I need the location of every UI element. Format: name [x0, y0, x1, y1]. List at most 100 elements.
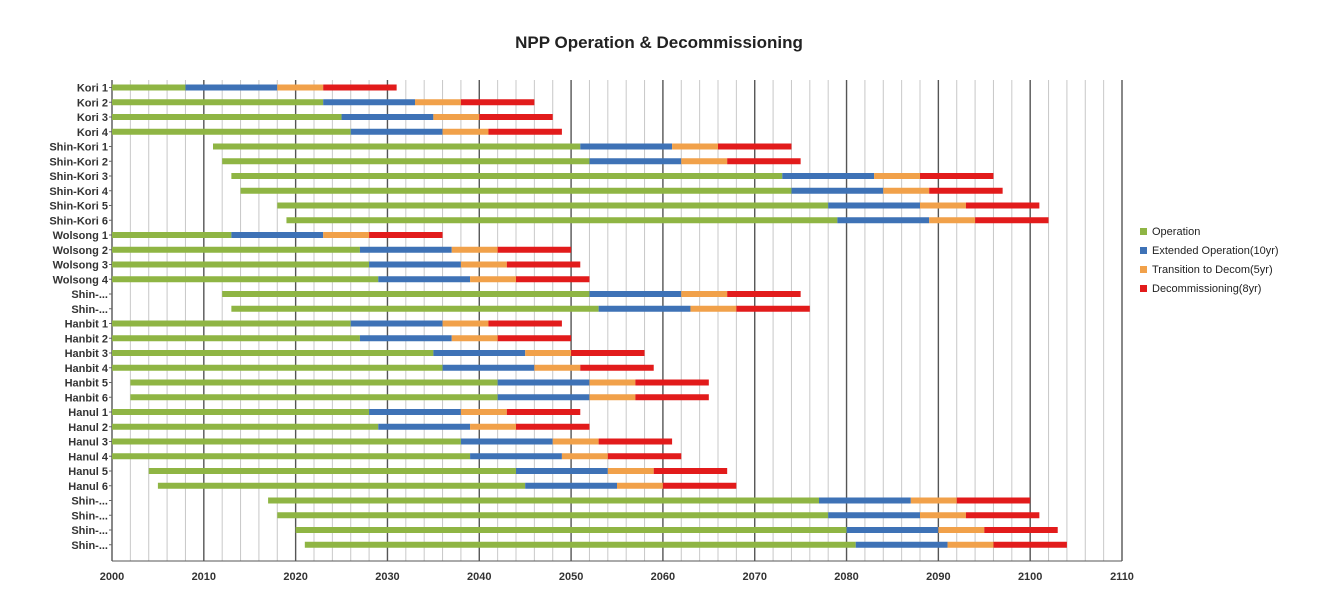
bar-operation — [112, 99, 324, 106]
y-category-label: Shin-Kori 6 — [49, 215, 108, 227]
bar-transition — [525, 350, 572, 356]
bar-operation — [231, 305, 599, 312]
x-tick-label: 2020 — [283, 571, 307, 583]
y-category-label: Shin-... — [71, 496, 108, 508]
bar-transition — [460, 261, 507, 268]
legend-swatch-extended — [1140, 247, 1147, 254]
bar-extended-operation — [497, 379, 590, 386]
bar-transition — [415, 99, 461, 106]
bar-extended-operation — [846, 527, 939, 533]
bar-decommissioning — [497, 335, 572, 342]
legend-label-operation: Operation — [1152, 225, 1201, 238]
bar-decommissioning — [727, 158, 801, 165]
bar-operation — [112, 84, 186, 91]
bar-decommissioning — [516, 423, 590, 430]
bar-decommissioning — [488, 128, 562, 135]
bar-extended-operation — [378, 423, 471, 430]
bar-transition — [534, 364, 581, 371]
legend-label-extended: Extended Operation(10yr) — [1152, 244, 1279, 257]
bar-transition — [681, 158, 728, 165]
bar-decommissioning — [965, 202, 1040, 209]
bar-extended-operation — [828, 512, 920, 519]
bar-extended-operation — [323, 99, 415, 106]
bar-decommissioning — [718, 143, 792, 150]
bar-transition — [672, 143, 718, 150]
bar-decommissioning — [727, 291, 801, 297]
bar-extended-operation — [442, 364, 535, 371]
bar-transition — [929, 217, 976, 224]
bar-transition — [460, 409, 507, 415]
bar-operation — [112, 128, 351, 135]
bar-extended-operation — [460, 438, 553, 445]
y-category-label: Shin-Kori 5 — [49, 201, 108, 213]
y-category-label: Shin-Kori 3 — [49, 171, 108, 183]
bar-extended-operation — [791, 187, 884, 194]
y-category-label: Shin-... — [71, 540, 108, 552]
bar-transition — [561, 453, 608, 460]
bar-decommissioning — [635, 379, 709, 386]
y-category-label: Kori 3 — [77, 112, 108, 124]
y-category-label: Hanbit 1 — [65, 319, 108, 331]
bar-operation — [112, 246, 360, 253]
bar-extended-operation — [497, 394, 590, 401]
bar-transition — [910, 497, 957, 504]
bar-transition — [442, 128, 489, 135]
bar-extended-operation — [516, 468, 608, 474]
bar-decommissioning — [920, 173, 994, 179]
y-category-label: Shin-Kori 4 — [49, 186, 109, 198]
bar-extended-operation — [369, 409, 461, 415]
bar-decommissioning — [662, 482, 737, 489]
bar-transition — [947, 541, 994, 548]
y-category-label: Kori 2 — [77, 97, 108, 109]
bar-operation — [240, 187, 792, 194]
bar-operation — [112, 364, 443, 371]
bar-decommissioning — [984, 527, 1058, 533]
bar-operation — [231, 173, 783, 179]
legend-swatch-transition — [1140, 266, 1147, 273]
y-category-label: Hanul 3 — [68, 437, 108, 449]
bar-transition — [470, 276, 516, 283]
bar-operation — [112, 320, 351, 327]
legend-item-operation: Operation — [1140, 222, 1279, 241]
bar-operation — [112, 350, 434, 356]
x-tick-label: 2070 — [742, 571, 766, 583]
y-category-label: Hanbit 3 — [65, 348, 108, 360]
bar-extended-operation — [598, 305, 691, 312]
y-category-label: Hanbit 2 — [65, 333, 108, 345]
bar-transition — [552, 438, 599, 445]
bar-operation — [222, 158, 590, 165]
bar-operation — [112, 114, 342, 120]
x-tick-label: 2110 — [1110, 571, 1134, 583]
bar-extended-operation — [369, 261, 461, 268]
x-tick-label: 2040 — [467, 571, 491, 583]
bar-decommissioning — [580, 364, 654, 371]
bar-transition — [442, 320, 489, 327]
legend-item-extended: Extended Operation(10yr) — [1140, 241, 1279, 260]
chart-legend: Operation Extended Operation(10yr) Trans… — [1140, 222, 1279, 298]
y-category-label: Shin-... — [71, 510, 108, 522]
bar-operation — [213, 143, 581, 150]
bar-decommissioning — [975, 217, 1049, 224]
bar-decommissioning — [736, 305, 810, 312]
bar-decommissioning — [506, 409, 581, 415]
y-category-label: Shin-... — [71, 525, 108, 537]
bar-extended-operation — [828, 202, 920, 209]
y-category-label: Shin-... — [71, 289, 108, 301]
bar-transition — [938, 527, 985, 533]
bar-operation — [277, 512, 829, 519]
y-category-label: Wolsong 3 — [53, 260, 108, 272]
bar-transition — [470, 423, 516, 430]
bar-transition — [433, 114, 480, 120]
y-category-label: Hanbit 5 — [65, 378, 108, 390]
bar-operation — [112, 335, 360, 342]
bar-decommissioning — [323, 84, 397, 91]
bar-transition — [681, 291, 728, 297]
bar-operation — [222, 291, 590, 297]
bar-operation — [286, 217, 838, 224]
bar-extended-operation — [359, 335, 452, 342]
bar-decommissioning — [598, 438, 673, 445]
legend-item-decommissioning: Decommissioning(8yr) — [1140, 279, 1279, 298]
bar-transition — [589, 394, 636, 401]
bar-decommissioning — [497, 246, 572, 253]
y-category-label: Shin-... — [71, 304, 108, 316]
